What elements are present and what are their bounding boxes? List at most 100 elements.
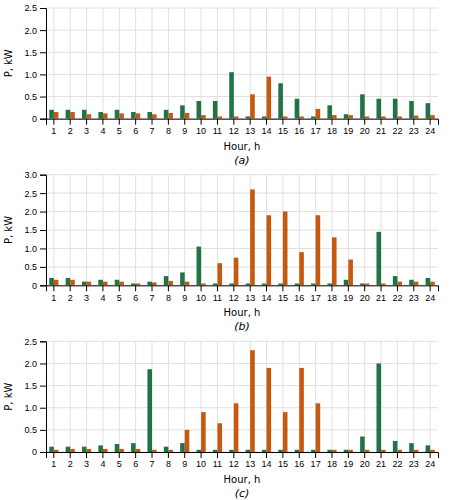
tick-mark (266, 452, 267, 458)
tick-mark (70, 285, 71, 291)
tick-label: 10 (196, 126, 206, 136)
tick-mark (331, 119, 332, 125)
x-tick: 10 (196, 119, 206, 136)
tick-mark (381, 119, 382, 125)
x-tick: 6 (133, 452, 138, 469)
tick-label: 13 (245, 126, 255, 136)
tick-label: 11 (213, 459, 222, 469)
x-tick: 16 (294, 452, 304, 469)
grid-line (46, 193, 438, 194)
tick-label: 17 (311, 126, 321, 136)
grid-line (102, 341, 103, 452)
tick-mark (53, 119, 54, 125)
x-tick: 14 (262, 119, 272, 136)
bar (332, 450, 337, 452)
tick-mark (413, 452, 414, 458)
tick-label: 6 (133, 126, 138, 136)
bar (217, 116, 222, 118)
tick-mark (201, 452, 202, 458)
bar (180, 105, 185, 118)
bar (66, 447, 71, 452)
tick-mark (152, 452, 153, 458)
tick-label: 15 (278, 293, 288, 303)
tick-mark (86, 119, 87, 125)
x-tick: 11 (213, 452, 222, 469)
bar (246, 116, 251, 118)
bar (267, 368, 272, 452)
bar (70, 112, 75, 119)
x-tick: 3 (84, 452, 89, 469)
bar (180, 272, 185, 285)
bar (82, 447, 87, 452)
x-tick: 20 (360, 119, 370, 136)
tick-mark (315, 285, 316, 291)
bar (197, 247, 202, 286)
tick-mark (250, 119, 251, 125)
x-tick: 11 (213, 119, 222, 136)
bar (360, 283, 365, 285)
tick-mark (184, 119, 185, 125)
x-tick: 13 (245, 452, 255, 469)
tick-label: 22 (392, 293, 402, 303)
tick-label: 23 (409, 293, 419, 303)
x-tick: 12 (229, 285, 239, 302)
bar (217, 263, 222, 285)
x-tick: 8 (166, 452, 171, 469)
tick-mark (266, 119, 267, 125)
tick-label: 2.0 (24, 207, 37, 217)
x-tick: 4 (100, 285, 105, 302)
tick-mark (364, 119, 365, 125)
x-axis: 123456789101112131415161718192021222324 (47, 452, 439, 469)
tick-mark (201, 119, 202, 125)
y-axis: 00.51.01.52.02.5 (24, 337, 46, 458)
tick-mark (250, 452, 251, 458)
bar (278, 83, 283, 118)
bar (393, 99, 398, 119)
x-tick: 23 (409, 119, 419, 136)
y-axis-title: P, kW (3, 383, 14, 411)
panel: 00.51.01.52.02.5123456789101112131415161… (3, 3, 439, 166)
tick-mark (86, 285, 87, 291)
tick-mark (70, 452, 71, 458)
bar (185, 282, 190, 286)
x-tick: 22 (392, 119, 402, 136)
panel-label: (a) (234, 154, 249, 167)
bar (234, 116, 239, 118)
bar (66, 278, 71, 285)
bar (348, 450, 353, 452)
x-tick: 2 (68, 452, 73, 469)
tick-mark (331, 452, 332, 458)
grid (46, 175, 438, 286)
bar (152, 114, 157, 118)
x-tick: 4 (100, 119, 105, 136)
x-tick: 7 (150, 285, 155, 302)
tick-mark (53, 285, 54, 291)
y-tick: 2.0 (24, 359, 46, 369)
bar (136, 449, 141, 452)
grid-line (46, 211, 438, 212)
bar (54, 112, 59, 119)
tick-label: 12 (229, 459, 239, 469)
bar (262, 450, 267, 452)
bar (197, 450, 202, 452)
tick-mark (53, 452, 54, 458)
x-tick: 4 (100, 452, 105, 469)
bar (344, 114, 349, 118)
bar (82, 282, 87, 286)
grid-line (152, 175, 153, 286)
tick-mark (40, 52, 46, 53)
tick-label: 11 (213, 126, 222, 136)
bar (164, 276, 169, 285)
y-tick: 2.5 (24, 3, 46, 13)
x-tick: 9 (182, 119, 187, 136)
bar (131, 112, 136, 119)
grid-line (168, 8, 169, 119)
tick-label: 19 (343, 126, 353, 136)
y-tick: 2.0 (24, 26, 46, 36)
x-tick: 16 (294, 285, 304, 302)
tick-mark (381, 285, 382, 291)
bar (119, 113, 124, 118)
bar (376, 232, 381, 285)
tick-mark (40, 267, 46, 268)
tick-label: 8 (166, 459, 171, 469)
